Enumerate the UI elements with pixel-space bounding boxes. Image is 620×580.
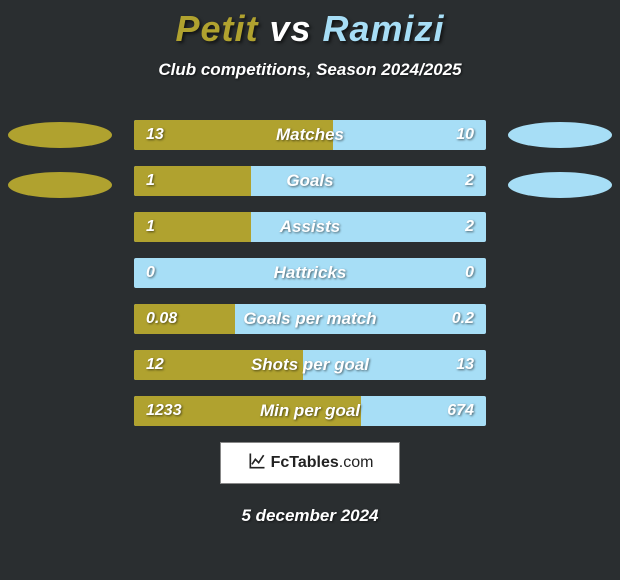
- stat-label: Hattricks: [134, 258, 486, 288]
- stat-value-right: 0: [465, 258, 474, 288]
- team-badge-right-1: [508, 122, 612, 148]
- subtitle: Club competitions, Season 2024/2025: [0, 60, 620, 80]
- team-badge-left-1: [8, 122, 112, 148]
- team-badge-left-2: [8, 172, 112, 198]
- site-logo[interactable]: FcTables.com: [220, 442, 400, 484]
- stat-label: Goals per match: [134, 304, 486, 334]
- date: 5 december 2024: [0, 506, 620, 526]
- title: Petit vs Ramizi: [0, 0, 620, 50]
- stats-container: 13Matches101Goals21Assists20Hattricks00.…: [134, 120, 486, 426]
- title-player2: Ramizi: [323, 8, 445, 49]
- stat-row: 0.08Goals per match0.2: [134, 304, 486, 334]
- logo-text: FcTables.com: [271, 454, 374, 472]
- stat-row: 1233Min per goal674: [134, 396, 486, 426]
- stat-label: Goals: [134, 166, 486, 196]
- stat-label: Min per goal: [134, 396, 486, 426]
- stat-row: 0Hattricks0: [134, 258, 486, 288]
- title-vs: vs: [258, 8, 322, 49]
- stat-value-right: 674: [447, 396, 474, 426]
- stat-value-right: 2: [465, 212, 474, 242]
- stat-value-right: 2: [465, 166, 474, 196]
- logo-main: FcTables: [271, 454, 339, 471]
- title-player1: Petit: [175, 8, 258, 49]
- stat-row: 13Matches10: [134, 120, 486, 150]
- team-badge-right-2: [508, 172, 612, 198]
- stat-row: 1Goals2: [134, 166, 486, 196]
- stat-label: Shots per goal: [134, 350, 486, 380]
- stat-label: Matches: [134, 120, 486, 150]
- stat-row: 1Assists2: [134, 212, 486, 242]
- stat-row: 12Shots per goal13: [134, 350, 486, 380]
- stat-value-right: 10: [456, 120, 474, 150]
- stat-label: Assists: [134, 212, 486, 242]
- logo-domain: .com: [339, 454, 374, 471]
- chart-icon: [247, 451, 267, 476]
- stat-value-right: 0.2: [452, 304, 474, 334]
- stat-value-right: 13: [456, 350, 474, 380]
